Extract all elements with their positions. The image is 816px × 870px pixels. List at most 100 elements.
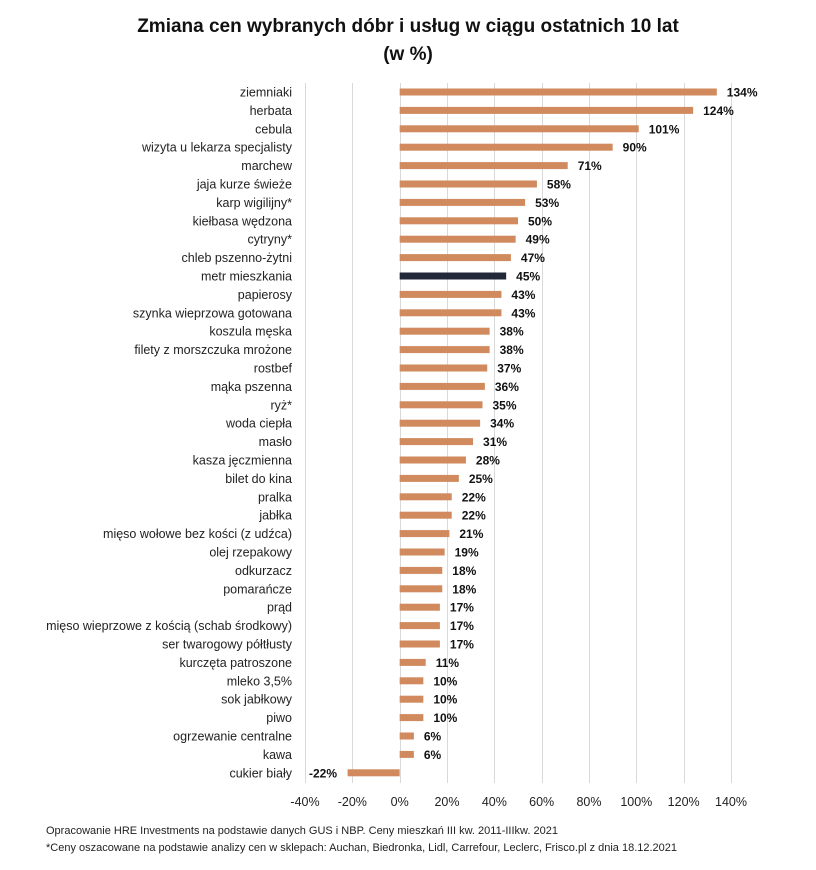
x-tick-label: -20% bbox=[338, 795, 367, 809]
chart-subtitle: (w %) bbox=[383, 44, 433, 65]
value-label: 37% bbox=[497, 362, 521, 376]
category-label: kasza jęczmienna bbox=[193, 454, 292, 468]
x-tick-label: 100% bbox=[620, 795, 652, 809]
value-label: 134% bbox=[727, 86, 758, 100]
bar-highlight bbox=[399, 272, 507, 280]
category-label: kurczęta patroszone bbox=[179, 656, 292, 670]
bar bbox=[399, 474, 459, 482]
category-label: piwo bbox=[266, 711, 292, 725]
value-label: 10% bbox=[433, 711, 457, 725]
value-label: 22% bbox=[462, 490, 486, 504]
value-label: 17% bbox=[450, 619, 474, 633]
value-label: 47% bbox=[521, 251, 545, 265]
category-label: prąd bbox=[267, 601, 292, 615]
category-label: ziemniaki bbox=[240, 86, 292, 100]
category-label: mleko 3,5% bbox=[227, 674, 292, 688]
category-label: sok jabłkowy bbox=[221, 693, 293, 707]
value-label: 90% bbox=[623, 141, 647, 155]
bar bbox=[399, 585, 443, 593]
category-label: wizyta u lekarza specjalisty bbox=[141, 141, 293, 155]
bar bbox=[399, 419, 481, 427]
value-label: 28% bbox=[476, 454, 500, 468]
bar bbox=[399, 530, 450, 538]
category-label: ser twarogowy półtłusty bbox=[162, 638, 293, 652]
value-label: 38% bbox=[500, 325, 524, 339]
x-tick-label: -40% bbox=[290, 795, 319, 809]
value-label: 31% bbox=[483, 435, 507, 449]
x-tick-label: 20% bbox=[434, 795, 459, 809]
category-label: papierosy bbox=[238, 288, 293, 302]
value-label: 34% bbox=[490, 417, 514, 431]
chart-title: Zmiana cen wybranych dóbr i usług w ciąg… bbox=[137, 16, 679, 37]
value-label: 19% bbox=[455, 546, 479, 560]
category-label: jaja kurze świeże bbox=[196, 178, 292, 192]
bar bbox=[399, 290, 502, 298]
bar bbox=[399, 677, 424, 685]
bar bbox=[399, 456, 466, 464]
category-label: odkurzacz bbox=[235, 564, 292, 578]
value-label: 50% bbox=[528, 214, 552, 228]
category-label: marchew bbox=[241, 159, 293, 173]
value-label: 38% bbox=[500, 343, 524, 357]
category-label: karp wigilijny* bbox=[216, 196, 292, 210]
bar bbox=[399, 143, 613, 151]
value-label: 6% bbox=[424, 748, 442, 762]
value-label: 18% bbox=[452, 564, 476, 578]
value-label: 58% bbox=[547, 178, 571, 192]
category-label: herbata bbox=[250, 104, 292, 118]
bar bbox=[399, 511, 452, 519]
bar bbox=[399, 732, 414, 740]
bar bbox=[399, 327, 490, 335]
category-label: ryż* bbox=[270, 398, 292, 412]
category-label: olej rzepakowy bbox=[209, 546, 292, 560]
value-label: 25% bbox=[469, 472, 493, 486]
x-tick-label: 0% bbox=[391, 795, 409, 809]
bar bbox=[399, 125, 639, 133]
bar bbox=[399, 162, 568, 170]
value-label: 124% bbox=[703, 104, 734, 118]
gridlines bbox=[305, 83, 732, 783]
category-labels: ziemniaki herbata cebula wizyta u lekarza s… bbox=[46, 86, 293, 781]
value-label: 49% bbox=[526, 233, 550, 247]
x-tick-label: 60% bbox=[529, 795, 554, 809]
category-label: filety z morszczuka mrożone bbox=[134, 343, 292, 357]
category-label: pomarańcze bbox=[223, 582, 292, 596]
bar bbox=[399, 382, 485, 390]
category-label: kawa bbox=[263, 748, 292, 762]
category-label: cebula bbox=[255, 122, 292, 136]
bar bbox=[399, 493, 452, 501]
value-label: 71% bbox=[578, 159, 602, 173]
category-label: metr mieszkania bbox=[201, 270, 292, 284]
category-label: mąka pszenna bbox=[211, 380, 292, 394]
category-label: ogrzewanie centralne bbox=[173, 730, 292, 744]
value-label: 22% bbox=[462, 509, 486, 523]
value-labels: 134% 124% 101%90% 71% 58% 53% 50% 49% 47% 45% 43% 4… bbox=[309, 86, 758, 781]
bar bbox=[399, 106, 694, 114]
bars bbox=[347, 88, 717, 777]
bar bbox=[399, 198, 526, 206]
category-label: mięso wołowe bez kości (z udźca) bbox=[103, 527, 292, 541]
source-note: Opracowanie HRE Investments na podstawie… bbox=[46, 825, 558, 837]
x-tick-label: 80% bbox=[576, 795, 601, 809]
bar bbox=[399, 346, 490, 354]
value-label: 35% bbox=[493, 398, 517, 412]
value-label: 43% bbox=[511, 306, 535, 320]
category-label: jabłka bbox=[258, 509, 292, 523]
bar bbox=[399, 622, 440, 630]
value-label: 53% bbox=[535, 196, 559, 210]
category-label: woda ciepła bbox=[225, 417, 292, 431]
value-label: 11% bbox=[436, 656, 460, 670]
x-tick-label: 40% bbox=[482, 795, 507, 809]
category-label: masło bbox=[259, 435, 292, 449]
value-label: 43% bbox=[511, 288, 535, 302]
category-label: chleb pszenno-żytni bbox=[182, 251, 292, 265]
bar bbox=[347, 769, 400, 777]
bar bbox=[399, 180, 537, 188]
bar bbox=[399, 603, 440, 611]
x-tick-label: 140% bbox=[715, 795, 747, 809]
bar bbox=[399, 254, 511, 262]
category-label: mięso wieprzowe z kością (schab środkowy… bbox=[46, 619, 292, 633]
bar bbox=[399, 88, 717, 96]
value-label: 17% bbox=[450, 638, 474, 652]
